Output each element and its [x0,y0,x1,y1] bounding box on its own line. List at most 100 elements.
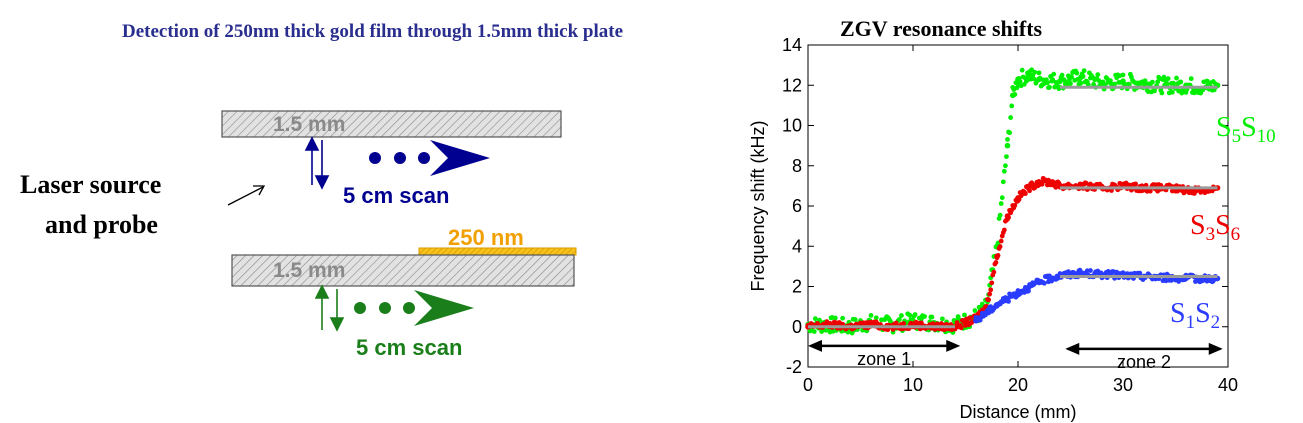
data-point [1025,185,1032,191]
series-filler-dot [1005,137,1010,142]
series-filler-dot [1032,69,1038,75]
data-point [1078,270,1084,277]
series-filler-dot [1147,188,1153,194]
y-tick-label: 10 [782,116,802,136]
y-tick-label: 12 [782,75,802,95]
data-point [1025,284,1032,291]
data-point [1015,289,1021,296]
series-filler-dot [1041,280,1047,286]
x-axis-label: Distance (mm) [959,402,1076,422]
series-filler-dot [1019,67,1025,73]
series-filler-dot [1169,89,1175,95]
series-filler-dot [1137,270,1143,276]
series-filler-dot [1188,76,1194,82]
y-tick-label: 0 [792,317,802,337]
bottom-scan-label: 5 cm scan [356,335,462,360]
series-filler-dot [899,313,904,318]
series-label-part: S [1216,112,1232,143]
series-filler-dot [993,260,999,265]
series-filler-dot [1001,227,1007,233]
series-filler-dot [967,315,973,321]
data-point [1057,78,1063,85]
series-label: S1S2 [1170,298,1220,333]
series-filler-dot [1078,80,1084,86]
top-scan-arrow-icon [430,140,490,176]
series-filler-dot [1045,80,1050,86]
film-label: 250 nm [448,225,524,250]
annotation-layer: zone 1 zone 2 [808,339,1223,372]
top-scan-label: 5 cm scan [343,183,449,208]
series-filler-dot [998,201,1004,206]
experiment-diagram: Detection of 250nm thick gold film throu… [20,21,623,360]
bottom-plate-label: 1.5 mm [273,259,345,282]
series-filler-dot [1022,191,1028,197]
series-filler-dot [912,312,918,317]
series-filler-dot [1053,184,1059,190]
series-2 [973,267,1221,324]
series-filler-dot [997,212,1003,218]
data-point [973,317,979,324]
series-filler-dot [1009,103,1015,109]
y-tick-label: -2 [786,357,802,377]
series-filler-dot [986,297,991,303]
series-filler-dot [907,312,913,318]
series-filler-dot [1000,179,1006,185]
data-point [1004,295,1011,302]
data-point [1009,92,1016,99]
series-filler-dot [991,269,997,275]
series-filler-dot [1051,71,1057,77]
chart-title: ZGV resonance shifts [840,16,1043,41]
series-label-part: S [1190,210,1206,241]
y-axis-label: Frequency shift (kHz) [748,120,768,291]
x-tick-label: 30 [1113,375,1133,395]
series-filler-dot [811,329,817,334]
series-filler-dot [988,287,994,293]
series-filler-dot [1171,80,1176,86]
series-filler-dot [998,238,1004,244]
series-label-part: 6 [1231,224,1241,245]
data-point [1025,72,1032,78]
y-tick-label: 4 [792,236,802,256]
series-filler-dot [1159,90,1165,96]
data-point [983,309,990,316]
data-point [962,319,969,326]
top-plate-label: 1.5 mm [273,113,345,136]
data-point [1015,195,1021,201]
series-layer [805,67,1221,336]
series-filler-dot [1081,68,1087,74]
series-filler-dot [940,316,945,322]
series-filler-dot [1165,76,1171,81]
series-filler-dot [989,280,995,286]
series-filler-dot [922,314,927,319]
bottom-scan-dots [354,302,415,314]
zone-label: zone 2 [1117,352,1171,372]
laser-label-line2: and probe [45,210,158,239]
series-filler-dot [873,315,879,321]
series-filler-dot [1120,72,1126,78]
series-label-part: 5 [1232,126,1242,147]
y-tick-label: 8 [792,156,802,176]
zone-annotation: zone 1 [808,339,961,369]
series-filler-dot [962,312,967,318]
series-filler-dot [1095,72,1101,77]
data-point [1004,213,1011,219]
x-axis: 0 10 20 30 40 [803,45,1238,395]
data-point [1046,275,1053,282]
data-point [1015,76,1021,83]
data-point [1004,142,1011,149]
series-label-part: 2 [1211,312,1221,333]
series-filler-dot [1059,72,1065,78]
series-filler-dot [1112,81,1117,87]
data-point [1078,74,1084,80]
series-filler-dot [1014,85,1020,91]
series-filler-dot [1036,70,1042,76]
series-filler-dot [1174,75,1179,81]
x-tick-label: 40 [1218,375,1238,395]
top-scan-dots [369,152,430,164]
series-label-part: 10 [1257,126,1276,147]
series-filler-dot [954,320,960,325]
series-filler-dot [1012,202,1018,208]
